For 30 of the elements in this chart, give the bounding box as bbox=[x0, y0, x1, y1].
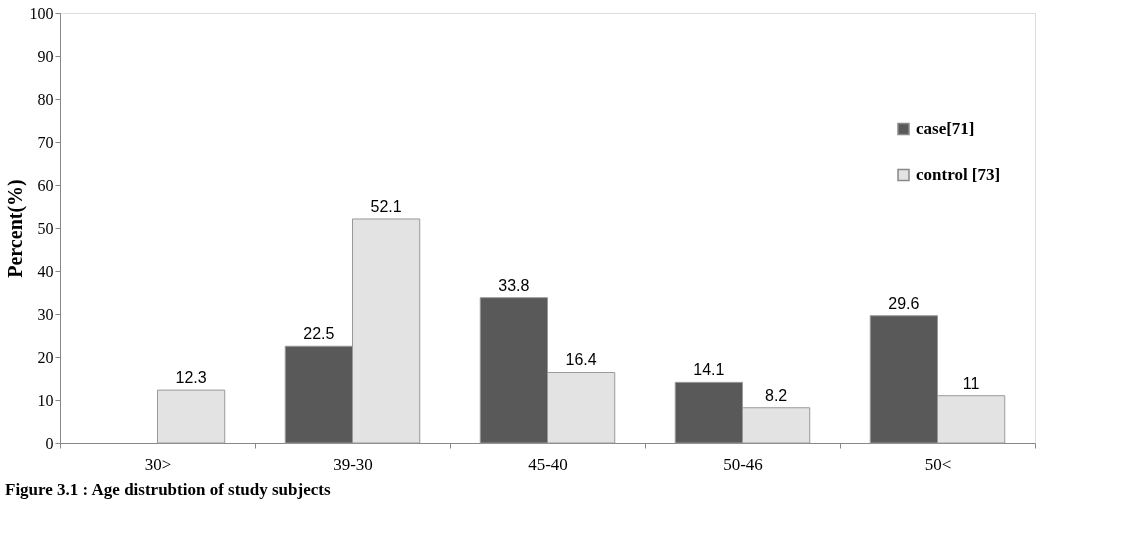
data-label: 33.8 bbox=[498, 276, 530, 294]
data-label: 16.4 bbox=[565, 351, 597, 369]
x-tick-label: 50< bbox=[924, 454, 952, 474]
legend-label: control [73] bbox=[916, 165, 1001, 184]
y-tick-label: 80 bbox=[37, 90, 54, 108]
y-tick-label: 100 bbox=[29, 4, 54, 22]
y-tick-label: 60 bbox=[37, 176, 54, 194]
data-label: 12.3 bbox=[175, 369, 207, 387]
y-tick-label: 20 bbox=[37, 348, 54, 366]
y-tick-label: 90 bbox=[37, 47, 54, 65]
y-tick-label: 0 bbox=[45, 434, 54, 452]
caption: Figure 3.1 : Age distrubtion of study subjects bbox=[5, 480, 331, 499]
x-tick-label: 39-30 bbox=[333, 454, 373, 474]
x-tick-label: 50-46 bbox=[723, 454, 763, 474]
bar bbox=[157, 389, 226, 444]
x-tick-label: 30> bbox=[144, 454, 172, 474]
y-tick-label: 10 bbox=[37, 391, 54, 409]
x-tick-label: 45-40 bbox=[528, 454, 568, 474]
data-label: 11 bbox=[962, 374, 980, 392]
y-axis-title: Percent(%) bbox=[3, 179, 27, 278]
data-label: 14.1 bbox=[693, 361, 725, 379]
data-label: 8.2 bbox=[765, 386, 788, 404]
y-tick-label: 50 bbox=[37, 219, 54, 237]
y-tick-label: 70 bbox=[37, 133, 54, 151]
y-tick-label: 40 bbox=[37, 262, 54, 280]
legend-label: case[71] bbox=[916, 119, 975, 138]
data-label: 29.6 bbox=[888, 294, 920, 312]
data-label: 52.1 bbox=[370, 197, 402, 215]
data-label: 22.5 bbox=[303, 325, 335, 343]
y-tick-label: 30 bbox=[37, 305, 54, 323]
